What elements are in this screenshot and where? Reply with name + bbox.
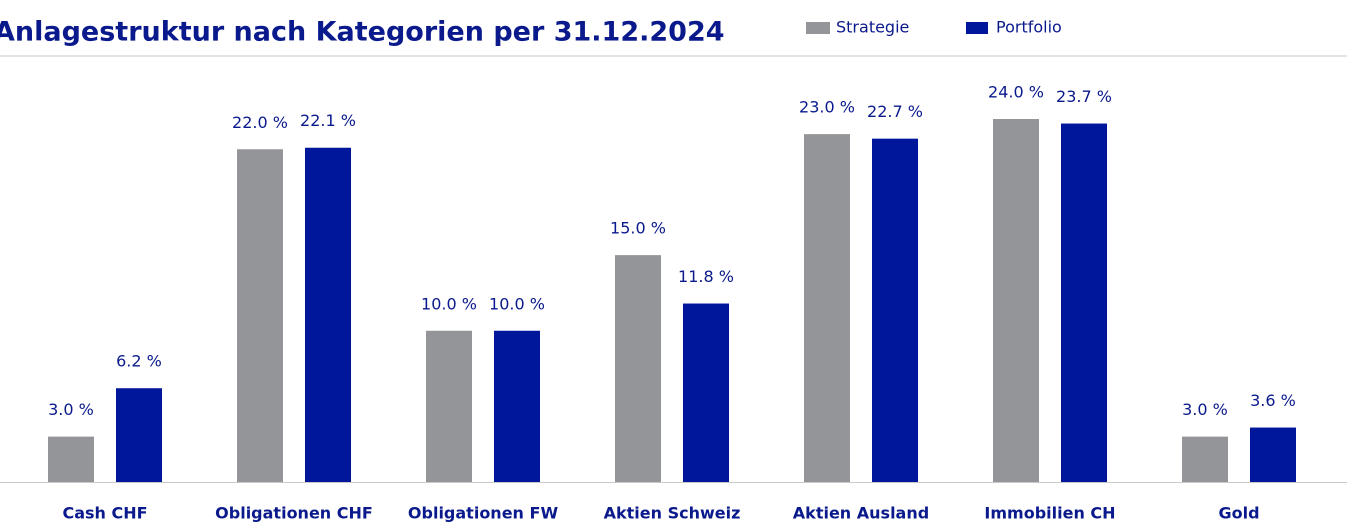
bar <box>48 436 94 482</box>
bar <box>804 134 850 482</box>
x-tick-label: Obligationen FW <box>408 504 559 522</box>
value-label: 15.0 % <box>610 219 666 238</box>
x-tick-label: Immobilien CH <box>984 504 1115 522</box>
bar <box>426 330 472 482</box>
value-label: 10.0 % <box>489 294 545 313</box>
value-label: 11.8 % <box>678 267 734 286</box>
bar <box>305 147 351 483</box>
value-label: 24.0 % <box>988 83 1044 102</box>
value-label: 22.7 % <box>867 102 923 121</box>
legend-label: Strategie <box>836 18 909 37</box>
value-label: 3.0 % <box>1182 400 1228 419</box>
bar <box>116 388 162 482</box>
x-tick-label: Aktien Schweiz <box>604 504 741 522</box>
value-label: 22.1 % <box>300 111 356 130</box>
bar <box>237 149 283 482</box>
value-label: 23.7 % <box>1056 87 1112 106</box>
value-label: 22.0 % <box>232 113 288 132</box>
value-label: 6.2 % <box>116 352 162 371</box>
bar <box>1061 123 1107 482</box>
chart-title: Anlagestruktur nach Kategorien per 31.12… <box>0 17 725 48</box>
bar <box>683 303 729 482</box>
bar <box>1250 427 1296 482</box>
value-label: 10.0 % <box>421 294 477 313</box>
x-tick-label: Cash CHF <box>62 504 147 522</box>
bar <box>494 330 540 482</box>
x-tick-label: Obligationen CHF <box>215 504 373 522</box>
x-tick-label: Gold <box>1218 504 1259 522</box>
value-label: 3.0 % <box>48 400 94 419</box>
bar <box>872 138 918 482</box>
bar <box>993 119 1039 482</box>
bar <box>1182 436 1228 482</box>
x-tick-label: Aktien Ausland <box>793 504 929 522</box>
value-label: 3.6 % <box>1250 391 1296 410</box>
legend-swatch <box>966 22 988 34</box>
legend-label: Portfolio <box>996 18 1062 37</box>
bar <box>615 255 661 482</box>
value-label: 23.0 % <box>799 98 855 117</box>
legend-swatch <box>806 22 830 34</box>
